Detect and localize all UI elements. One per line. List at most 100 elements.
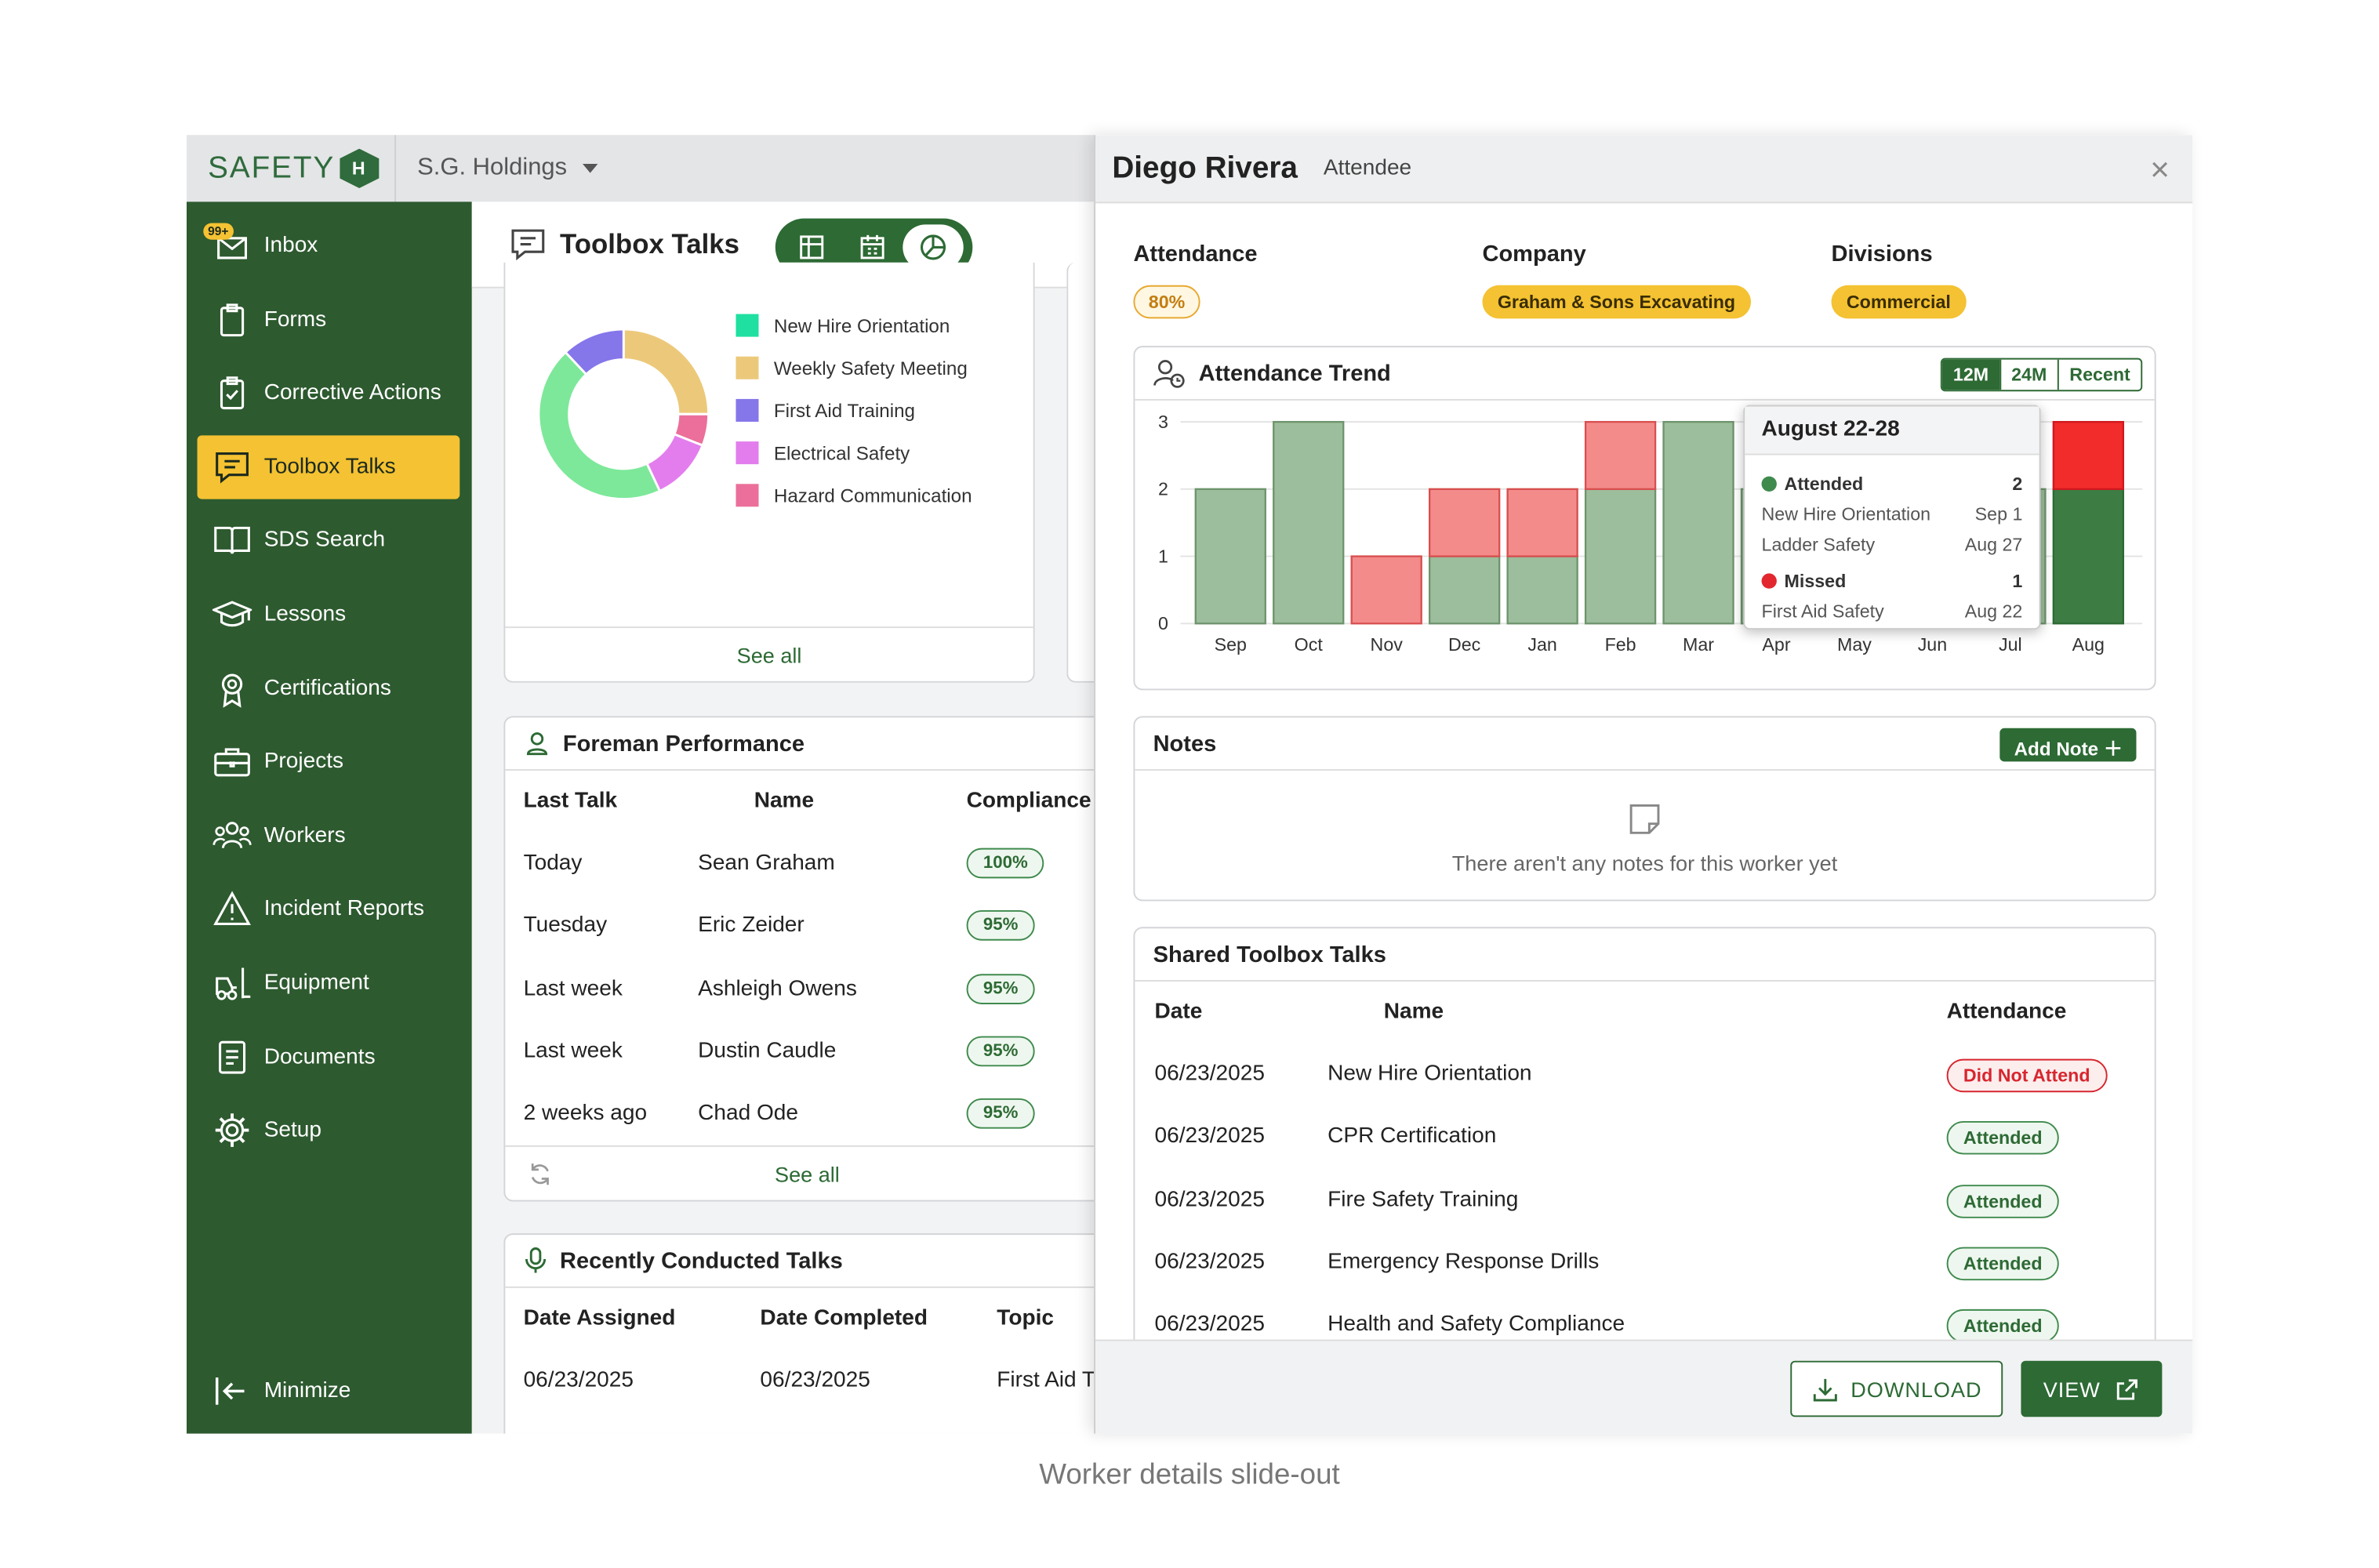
sidebar-item-certifications[interactable]: Certifications bbox=[198, 656, 460, 720]
sidebar-item-equipment[interactable]: Equipment bbox=[198, 951, 460, 1014]
bar-attended-feb bbox=[1584, 488, 1657, 625]
worker-role: Attendee bbox=[1323, 156, 1412, 181]
sidebar: Inbox 99+ Forms Corrective Actions Toolbox T… bbox=[187, 201, 472, 1434]
foreman-name: Eric Zeider bbox=[698, 913, 805, 938]
sidebar-item-setup[interactable]: Setup bbox=[198, 1098, 460, 1162]
table-view-button[interactable] bbox=[782, 224, 842, 270]
table-row[interactable]: Tuesday Eric Zeider 95% bbox=[505, 895, 1094, 957]
col-topic: Topic bbox=[997, 1306, 1055, 1330]
attendance-status-badge: Attended bbox=[1946, 1121, 2059, 1156]
sidebar-item-corrective-actions[interactable]: Corrective Actions bbox=[198, 361, 460, 425]
table-row[interactable]: 06/23/2025 Fire Safety Training Attended bbox=[1135, 1169, 2154, 1231]
legend-item: First Aid Training bbox=[735, 398, 915, 422]
sidebar-item-inbox[interactable]: Inbox 99+ bbox=[198, 214, 460, 278]
sidebar-item-label: Toolbox Talks bbox=[263, 455, 396, 480]
sidebar-item-forms[interactable]: Forms bbox=[198, 288, 460, 351]
table-row[interactable]: 06/23/2025 Emergency Response Drills Atten… bbox=[1135, 1232, 2154, 1294]
top-bar: SAFETY H S.G. Holdings bbox=[187, 135, 1095, 202]
col-compliance: Compliance bbox=[966, 789, 1091, 814]
refresh-icon[interactable] bbox=[526, 1160, 554, 1188]
sidebar-item-label: Equipment bbox=[263, 971, 369, 996]
x-tick-label: Jun bbox=[1918, 634, 1947, 655]
item-name: First Aid Safety bbox=[1761, 601, 1884, 622]
legend-swatch bbox=[735, 441, 759, 465]
caret-down-icon bbox=[582, 163, 597, 173]
talk-name: Health and Safety Compliance bbox=[1328, 1312, 1625, 1338]
app-logo[interactable]: SAFETY H bbox=[187, 135, 391, 201]
download-button[interactable]: DOWNLOAD bbox=[1790, 1360, 2003, 1417]
bar-missed-jan bbox=[1506, 488, 1578, 557]
minimize-button[interactable]: Minimize bbox=[198, 1359, 460, 1423]
last-talk: Tuesday bbox=[523, 913, 608, 938]
legend-swatch bbox=[735, 484, 759, 507]
add-note-button[interactable]: Add Note ＋ bbox=[2000, 728, 2137, 762]
page-title: Toolbox Talks bbox=[560, 228, 740, 259]
org-selector[interactable]: S.G. Holdings bbox=[394, 135, 1092, 202]
book-icon bbox=[214, 527, 250, 555]
compliance-badge: 95% bbox=[966, 1098, 1035, 1130]
see-all-link[interactable]: See all bbox=[774, 1161, 840, 1186]
table-header-row: Date Name Attendance bbox=[1135, 982, 2154, 1044]
range-12m[interactable]: 12M bbox=[1942, 359, 1999, 390]
table-row[interactable]: 06/23/2025 New Hire Orientation Did Not At… bbox=[1135, 1044, 2154, 1105]
range-24m[interactable]: 24M bbox=[1999, 359, 2058, 390]
y-tick-label: 2 bbox=[1158, 479, 1168, 499]
table-row[interactable]: 06/23/2025 Health and Safety Compliance At… bbox=[1135, 1294, 2154, 1356]
col-name: Name bbox=[754, 789, 815, 814]
sidebar-item-documents[interactable]: Documents bbox=[198, 1025, 460, 1088]
donut-slice-weekly-safety-meeting[interactable] bbox=[622, 328, 710, 416]
item-date: Aug 22 bbox=[1964, 601, 2023, 622]
close-icon[interactable]: × bbox=[2150, 150, 2170, 188]
microphone-icon bbox=[525, 1247, 547, 1273]
legend-item: Hazard Communication bbox=[735, 484, 972, 507]
recent-talks-card: Recently Conducted Talks Date Assigned D… bbox=[503, 1233, 1095, 1434]
bar-missed-aug bbox=[2052, 420, 2125, 491]
legend-swatch bbox=[735, 356, 759, 379]
bar-missed-feb bbox=[1584, 420, 1657, 491]
missed-count: 1 bbox=[2012, 570, 2023, 592]
table-row[interactable]: 06/23/2025 CPR Certification Attended bbox=[1135, 1106, 2154, 1168]
chart-view-button[interactable] bbox=[903, 224, 964, 270]
last-talk: Last week bbox=[523, 1039, 623, 1064]
table-row[interactable]: Last week Ashleigh Owens 95% bbox=[505, 958, 1094, 1020]
view-button[interactable]: VIEW bbox=[2021, 1360, 2163, 1417]
range-recent[interactable]: Recent bbox=[2057, 359, 2141, 390]
forklift-icon bbox=[216, 967, 251, 1000]
foreman-name: Chad Ode bbox=[698, 1102, 799, 1127]
table-row[interactable]: 2 weeks ago Chad Ode 95% bbox=[505, 1083, 1094, 1145]
col-name: Name bbox=[1383, 1000, 1444, 1025]
donut-chart bbox=[537, 328, 710, 501]
bar-attended-oct bbox=[1273, 420, 1345, 625]
y-tick-label: 1 bbox=[1158, 546, 1168, 566]
x-tick-label: Feb bbox=[1605, 634, 1636, 655]
view-label: VIEW bbox=[2043, 1377, 2101, 1401]
bar-attended-mar bbox=[1662, 420, 1734, 625]
sidebar-item-workers[interactable]: Workers bbox=[198, 804, 460, 867]
table-row[interactable]: 06/23/2025 06/23/2025 First Aid T bbox=[505, 1350, 1095, 1412]
table-row[interactable]: Last week Dustin Caudle 95% bbox=[505, 1021, 1094, 1083]
sidebar-item-label: Forms bbox=[263, 307, 327, 332]
talk-date: 06/23/2025 bbox=[1154, 1187, 1265, 1212]
card-header: Attendance Trend 12M 24M Recent bbox=[1135, 347, 2155, 401]
table-row[interactable]: Today Sean Graham 100% bbox=[505, 833, 1094, 895]
last-talk: Today bbox=[523, 851, 583, 876]
legend-label: New Hire Orientation bbox=[773, 314, 950, 336]
talk-name: Fire Safety Training bbox=[1328, 1187, 1519, 1212]
sidebar-item-toolbox-talks[interactable]: Toolbox Talks bbox=[197, 434, 460, 499]
sidebar-item-incident-reports[interactable]: Incident Reports bbox=[198, 877, 460, 941]
see-all-link[interactable]: See all bbox=[505, 626, 1033, 681]
sidebar-item-projects[interactable]: Projects bbox=[198, 730, 460, 793]
sidebar-item-label: SDS Search bbox=[263, 528, 386, 554]
company-label: Company bbox=[1482, 241, 1586, 267]
card-header: Notes Add Note ＋ bbox=[1135, 717, 2155, 771]
warning-icon bbox=[213, 891, 251, 926]
tooltip-attended-row: Attended 2 bbox=[1761, 474, 2022, 495]
panel-footer: DOWNLOAD VIEW bbox=[1095, 1339, 2193, 1434]
donut-slice-new-hire-orientation[interactable] bbox=[537, 350, 662, 501]
sidebar-item-lessons[interactable]: Lessons bbox=[198, 583, 460, 646]
legend-label: Hazard Communication bbox=[773, 485, 972, 506]
sidebar-item-sds-search[interactable]: SDS Search bbox=[198, 509, 460, 572]
calendar-view-button[interactable] bbox=[842, 224, 903, 270]
talk-date: 06/23/2025 bbox=[1154, 1312, 1265, 1338]
donut-slice-first-aid-training[interactable] bbox=[564, 328, 625, 376]
